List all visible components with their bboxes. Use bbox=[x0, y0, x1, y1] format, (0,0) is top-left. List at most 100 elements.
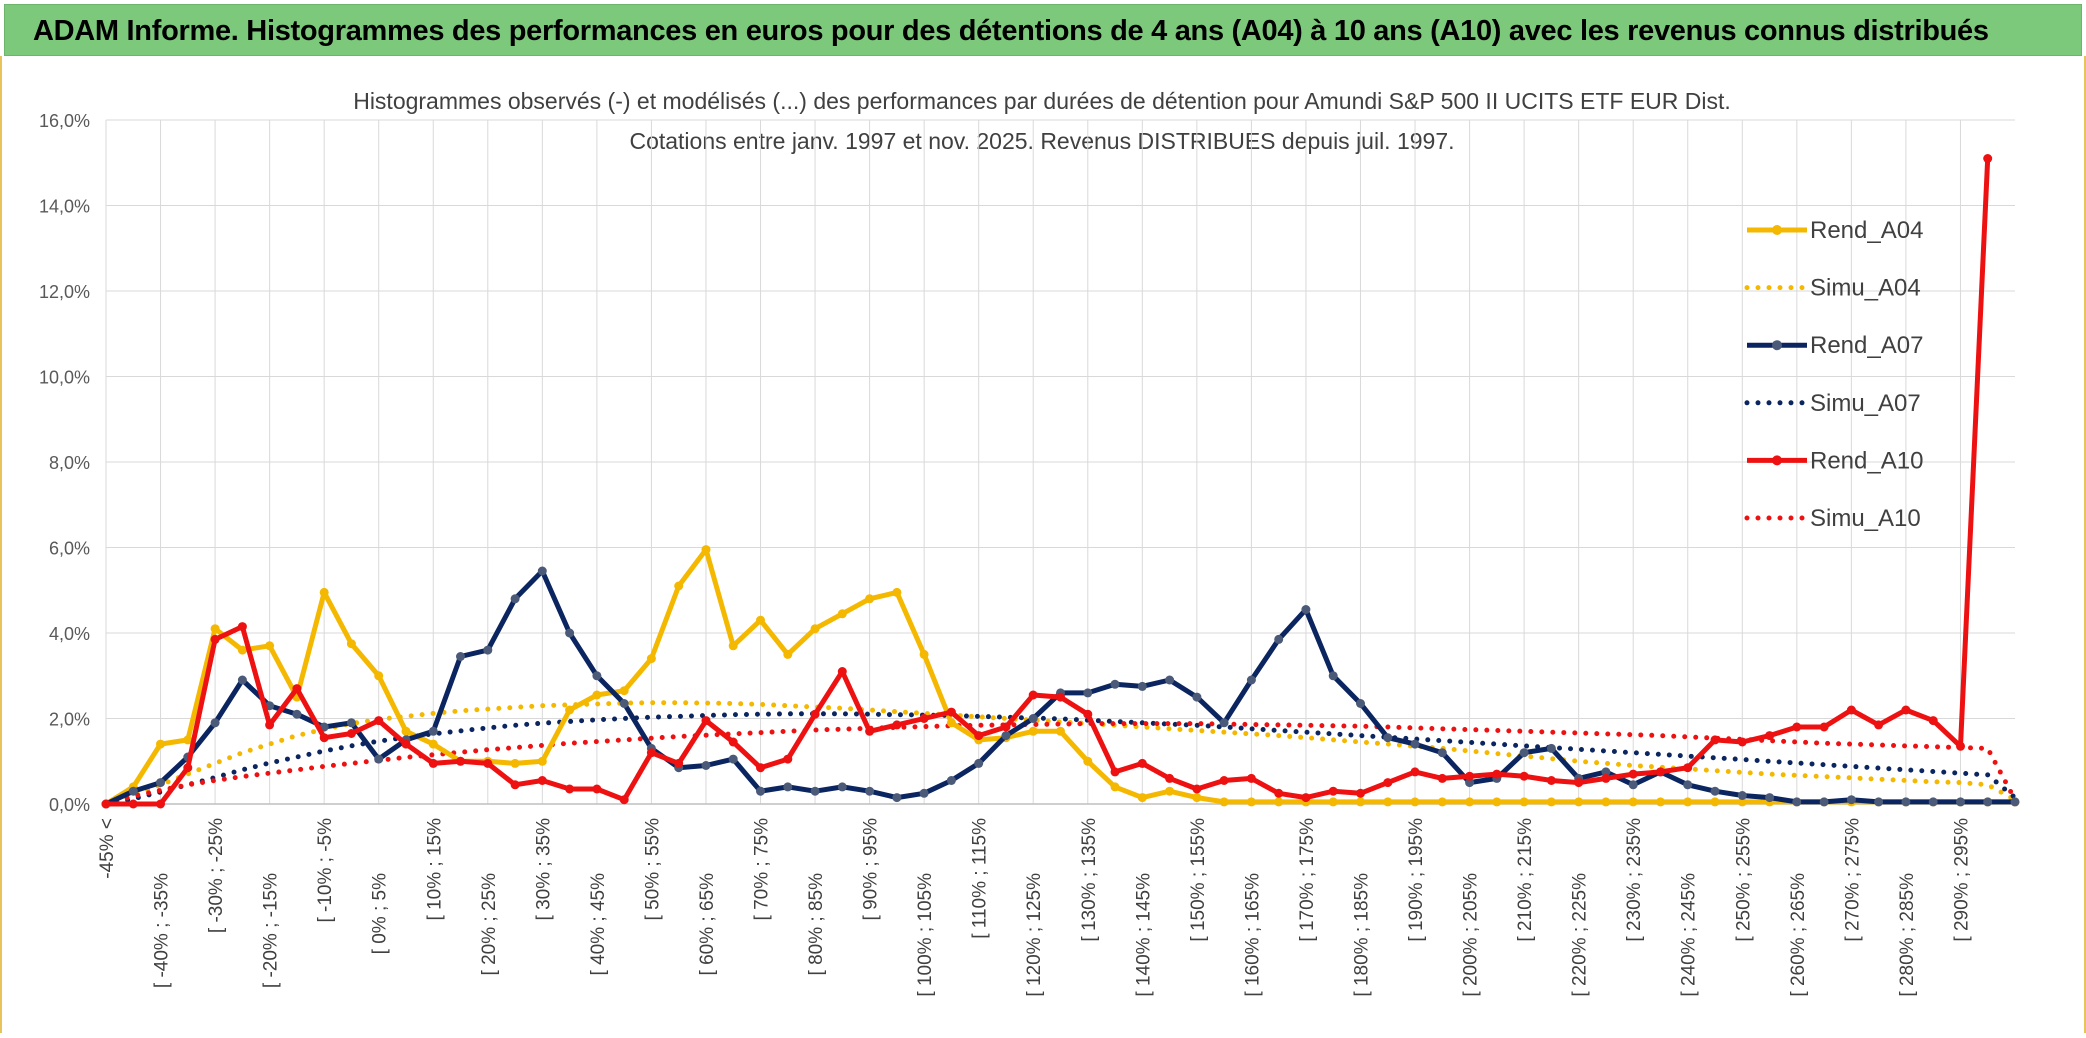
data-point bbox=[510, 758, 520, 768]
data-point bbox=[1028, 690, 1038, 700]
x-tick-label: [ 100% ; 105% bbox=[915, 873, 936, 997]
legend-label: Simu_A07 bbox=[1810, 390, 1921, 417]
data-point bbox=[1519, 771, 1529, 781]
data-point bbox=[537, 776, 547, 785]
data-point bbox=[1519, 748, 1529, 758]
x-tick-label: [ 270% ; 275% bbox=[1842, 818, 1863, 942]
data-point bbox=[1601, 797, 1611, 807]
data-point bbox=[865, 786, 875, 796]
data-point bbox=[810, 709, 820, 719]
x-tick-label: [ -10% ; -5% bbox=[315, 818, 336, 923]
data-point bbox=[456, 756, 465, 766]
data-point bbox=[1137, 793, 1147, 803]
data-point bbox=[728, 641, 738, 651]
x-tick-label: [ 190% ; 195% bbox=[1406, 818, 1427, 942]
x-tick-label: [ 210% ; 215% bbox=[1515, 818, 1536, 942]
data-point bbox=[456, 652, 465, 661]
data-point bbox=[374, 754, 384, 764]
data-point bbox=[1410, 739, 1420, 749]
data-point bbox=[756, 763, 765, 773]
data-point bbox=[946, 707, 956, 717]
data-point bbox=[919, 788, 929, 798]
data-point bbox=[1083, 709, 1093, 719]
data-point bbox=[1601, 767, 1611, 777]
data-point bbox=[237, 645, 247, 655]
legend-label: Simu_A04 bbox=[1810, 275, 1921, 302]
x-tick-label: [ 10% ; 15% bbox=[424, 818, 445, 921]
data-point bbox=[1710, 735, 1720, 745]
data-point bbox=[783, 649, 793, 659]
legend-label: Simu_A10 bbox=[1810, 505, 1921, 532]
legend-item-Rend_A07: Rend_A07 bbox=[1747, 332, 1923, 359]
data-point bbox=[701, 716, 711, 726]
data-point bbox=[1710, 786, 1720, 796]
x-tick-label: [ 40% ; 45% bbox=[588, 873, 609, 976]
data-point bbox=[1874, 720, 1884, 730]
y-tick-label: 14,0% bbox=[39, 197, 90, 217]
data-point bbox=[1628, 769, 1638, 779]
series-line bbox=[104, 547, 2015, 807]
data-point bbox=[483, 758, 493, 768]
data-point bbox=[1874, 797, 1884, 807]
data-point bbox=[646, 748, 656, 758]
data-point bbox=[1846, 705, 1856, 715]
y-tick-label: 8,0% bbox=[49, 453, 90, 473]
data-point bbox=[319, 733, 329, 743]
data-point bbox=[592, 784, 602, 794]
x-tick-label: [ 150% ; 155% bbox=[1188, 818, 1209, 942]
data-point bbox=[892, 793, 902, 803]
data-point bbox=[1819, 722, 1829, 732]
data-point bbox=[1246, 797, 1256, 807]
data-point bbox=[1083, 756, 1093, 766]
legend-label: Rend_A07 bbox=[1810, 332, 1923, 359]
x-tick-label: [ 250% ; 255% bbox=[1733, 818, 1754, 942]
data-point bbox=[292, 684, 302, 694]
x-tick-label: [ 160% ; 165% bbox=[1242, 873, 1263, 997]
data-point bbox=[1601, 773, 1611, 783]
data-point bbox=[1301, 793, 1311, 803]
data-point bbox=[237, 675, 247, 685]
data-point bbox=[619, 686, 629, 696]
data-point bbox=[1737, 797, 1747, 807]
legend-item-Simu_A04: Simu_A04 bbox=[1744, 275, 1921, 302]
data-point bbox=[919, 714, 929, 723]
data-point bbox=[537, 566, 547, 576]
x-tick-label: [ 290% ; 295% bbox=[1951, 818, 1972, 942]
data-point bbox=[1928, 797, 1938, 807]
y-tick-label: 10,0% bbox=[39, 368, 90, 388]
data-point bbox=[1683, 763, 1693, 773]
data-point bbox=[483, 645, 493, 655]
data-point bbox=[1437, 748, 1447, 758]
x-tick-label: [ 240% ; 245% bbox=[1679, 873, 1700, 997]
line-chart: Histogrammes observés (-) et modélisés (… bbox=[39, 88, 2020, 997]
data-point bbox=[1110, 679, 1120, 689]
data-point bbox=[1546, 743, 1556, 753]
legend-marker bbox=[1772, 455, 1782, 466]
data-point bbox=[1765, 793, 1775, 803]
data-point bbox=[428, 739, 438, 749]
data-point bbox=[1056, 726, 1065, 736]
series-Rend_A10 bbox=[101, 154, 1993, 809]
series-Rend_A07 bbox=[101, 566, 2020, 809]
y-axis: 0,0% 2,0% 4,0% 6,0% 8,0% 10,0% 12,0% 14,0% 16,0% bbox=[39, 111, 90, 815]
data-point bbox=[619, 795, 629, 805]
data-point bbox=[946, 776, 956, 785]
data-point bbox=[265, 720, 275, 730]
data-point bbox=[1137, 681, 1147, 691]
x-tick-label: [ 170% ; 175% bbox=[1297, 818, 1318, 942]
y-tick-label: 4,0% bbox=[49, 624, 90, 644]
series-line bbox=[106, 158, 1991, 807]
y-tick-label: 12,0% bbox=[39, 282, 90, 302]
chart-title: Histogrammes observés (-) et modélisés (… bbox=[353, 88, 1731, 114]
data-point bbox=[1819, 797, 1829, 807]
data-point bbox=[210, 634, 220, 644]
data-point bbox=[1437, 797, 1447, 807]
series-Rend_A04 bbox=[101, 545, 2020, 809]
x-tick-label: [ -30% ; -25% bbox=[206, 818, 227, 933]
data-point bbox=[1356, 788, 1365, 798]
data-point bbox=[1737, 737, 1747, 747]
y-tick-label: 0,0% bbox=[49, 795, 90, 815]
data-point bbox=[1192, 784, 1202, 794]
y-tick-label: 2,0% bbox=[49, 710, 90, 730]
data-point bbox=[346, 639, 356, 649]
